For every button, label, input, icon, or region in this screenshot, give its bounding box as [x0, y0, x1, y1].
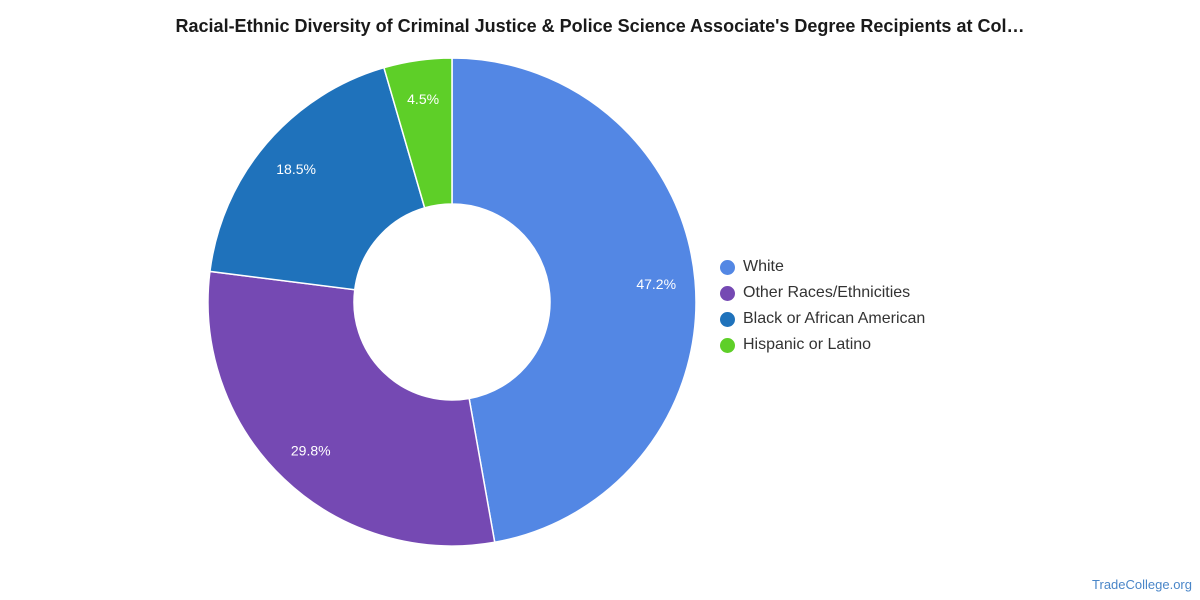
legend-swatch-white: [720, 259, 735, 275]
legend-label-white: White: [743, 258, 784, 275]
slice-label-black-or-african-american: 18.5%: [276, 161, 316, 177]
slice-label-other-races-ethnicities: 29.8%: [291, 443, 331, 459]
legend: White Other Races/Ethnicities Black or A…: [720, 254, 925, 358]
legend-item-hispanic[interactable]: Hispanic or Latino: [720, 332, 925, 358]
legend-item-white[interactable]: White: [720, 254, 925, 280]
legend-label-hispanic: Hispanic or Latino: [743, 336, 872, 353]
slice-label-white: 47.2%: [636, 276, 676, 292]
legend-swatch-black: [720, 311, 735, 327]
watermark-link[interactable]: TradeCollege.org: [1092, 577, 1192, 592]
legend-label-black: Black or African American: [743, 310, 926, 327]
slice-white[interactable]: [451, 57, 697, 544]
legend-swatch-hispanic: [720, 337, 735, 353]
slice-black-or-african-american[interactable]: [209, 66, 426, 291]
legend-label-other-races: Other Races/Ethnicities: [743, 284, 911, 301]
slice-label-hispanic-or-latino: 4.5%: [407, 91, 439, 107]
slice-other-races-ethnicities[interactable]: [207, 270, 496, 547]
legend-item-black[interactable]: Black or African American: [720, 306, 925, 332]
legend-swatch-other-races: [720, 285, 735, 301]
legend-item-other-races[interactable]: Other Races/Ethnicities: [720, 280, 925, 306]
slice-hispanic-or-latino[interactable]: [382, 57, 453, 209]
chart-title: Racial-Ethnic Diversity of Criminal Just…: [175, 16, 1025, 36]
